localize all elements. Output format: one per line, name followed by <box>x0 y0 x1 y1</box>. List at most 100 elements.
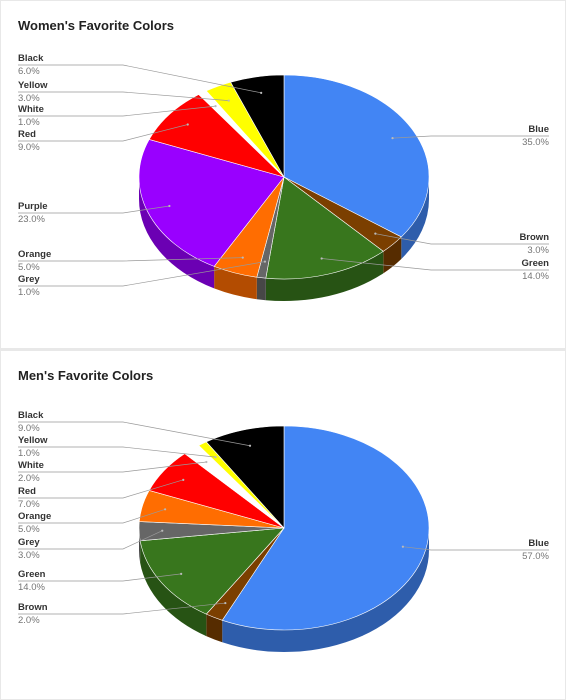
slice-value-label: 9.0% <box>18 142 40 153</box>
slice-name-label: Yellow <box>18 80 48 91</box>
leader-line <box>18 257 243 262</box>
pie-slice-blue <box>221 425 430 631</box>
slice-value-label: 1.0% <box>18 448 40 459</box>
pie-label-black: Black 6.0% <box>18 53 263 94</box>
pie-slice-black <box>230 74 285 179</box>
pie-label-white: White 1.0% <box>18 104 217 128</box>
leader-line <box>18 508 166 524</box>
pie-label-red: Red 7.0% <box>18 478 185 510</box>
leader-dot <box>180 572 183 576</box>
leader-line <box>18 205 170 214</box>
leader-dot <box>260 91 263 94</box>
leader-dot <box>214 456 217 459</box>
leader-dot <box>182 478 185 481</box>
slice-name-label: Black <box>18 410 44 421</box>
leader-line <box>18 124 188 142</box>
pie-wall-blue <box>401 177 429 259</box>
slice-value-label: 1.0% <box>18 287 40 298</box>
leader-dot <box>248 444 252 447</box>
pie-wall-purple <box>139 177 215 289</box>
pie-label-yellow: Yellow 1.0% <box>18 435 217 459</box>
slice-value-label: 5.0% <box>18 262 40 273</box>
slice-name-label: Orange <box>18 511 51 522</box>
slice-name-label: Grey <box>18 274 40 285</box>
slice-name-label: Grey <box>18 537 40 548</box>
pie-label-grey: Grey 3.0% <box>18 529 164 561</box>
pie-wall-brown <box>206 614 223 643</box>
slice-value-label: 2.0% <box>18 473 40 484</box>
leader-line <box>18 573 182 582</box>
leader-line <box>18 91 229 102</box>
leader-line <box>18 602 226 615</box>
leader-line <box>321 258 549 271</box>
leader-dot <box>205 460 208 464</box>
slice-value-label: 14.0% <box>18 582 45 593</box>
slice-value-label: 3.0% <box>18 93 40 104</box>
leader-line <box>18 530 163 550</box>
pie-chart-men: Black 9.0%Yellow 1.0%White 2.0% Red 7.0%Orang… <box>18 410 550 652</box>
slice-name-label: Red <box>18 486 36 497</box>
leader-line <box>18 261 266 287</box>
pie-slice-red <box>148 94 285 178</box>
pie-label-blue: Blue 57.0% <box>401 538 550 562</box>
leader-dot <box>391 137 394 140</box>
leader-line <box>18 64 262 94</box>
slice-name-label: Blue <box>528 124 549 135</box>
slice-value-label: 57.0% <box>522 551 549 562</box>
leader-dot <box>164 508 167 511</box>
slice-name-label: Purple <box>18 201 48 212</box>
slice-name-label: White <box>18 460 44 471</box>
slice-value-label: 14.0% <box>522 271 549 282</box>
leader-dot <box>224 601 227 605</box>
pie-wall-grey <box>256 277 266 301</box>
leader-line <box>18 421 251 447</box>
slice-value-label: 1.0% <box>18 117 40 128</box>
slice-name-label: Black <box>18 53 44 64</box>
leader-line <box>392 135 549 139</box>
pie-label-brown: Brown 3.0% <box>374 232 550 256</box>
slice-value-label: 6.0% <box>18 66 40 77</box>
leader-dot <box>401 545 404 548</box>
pie-label-red: Red 9.0% <box>18 123 189 153</box>
slice-name-label: Brown <box>519 232 549 243</box>
pie-label-green: Green 14.0% <box>18 569 183 593</box>
pie-labels: Black 9.0%Yellow 1.0%White 2.0% Red 7.0%Orang… <box>18 410 550 626</box>
pie-slice-green <box>265 176 384 280</box>
chart-title: Men's Favorite Colors <box>18 368 154 383</box>
leader-dot <box>263 260 267 263</box>
pie-wall-orange <box>214 266 257 300</box>
slice-value-label: 7.0% <box>18 499 40 510</box>
pie-label-brown: Brown 2.0% <box>18 601 227 626</box>
pie-wall-green <box>140 540 207 637</box>
pie-label-black: Black 9.0% <box>18 410 252 447</box>
pie-slices <box>138 425 430 631</box>
leader-line <box>18 446 216 458</box>
leader-dot <box>227 99 230 102</box>
pie-label-yellow: Yellow 3.0% <box>18 80 230 104</box>
pie-label-orange: Orange 5.0% <box>18 249 244 273</box>
slice-value-label: 2.0% <box>18 615 40 626</box>
slice-value-label: 3.0% <box>527 245 549 256</box>
women-chart-panel: Women's Favorite Colors Black 6.0% Yellow 3… <box>1 1 565 348</box>
slice-value-label: 5.0% <box>18 524 40 535</box>
leader-line <box>18 461 207 473</box>
pie-label-purple: Purple 23.0% <box>18 201 171 225</box>
slice-name-label: Orange <box>18 249 51 260</box>
pie-slice-blue <box>283 74 430 238</box>
slice-value-label: 23.0% <box>18 214 45 225</box>
pie-label-orange: Orange 5.0% <box>18 508 167 535</box>
leader-dot <box>320 257 323 260</box>
slice-name-label: Red <box>18 129 36 140</box>
slice-name-label: Brown <box>18 602 48 613</box>
pie-label-grey: Grey 1.0% <box>18 260 267 298</box>
chart-title: Women's Favorite Colors <box>18 18 174 33</box>
pie-label-white: White 2.0% <box>18 460 208 484</box>
leader-line <box>375 233 549 245</box>
pie-slice-green <box>139 527 285 615</box>
slice-name-label: Blue <box>528 538 549 549</box>
slice-name-label: Yellow <box>18 435 48 446</box>
pie-side-walls <box>139 177 429 301</box>
leader-line <box>18 105 216 117</box>
pie-chart-women: Black6.0%Yellow3.0%White1.0%Red9.0%Purpl… <box>18 53 550 301</box>
leader-dot <box>214 105 217 108</box>
